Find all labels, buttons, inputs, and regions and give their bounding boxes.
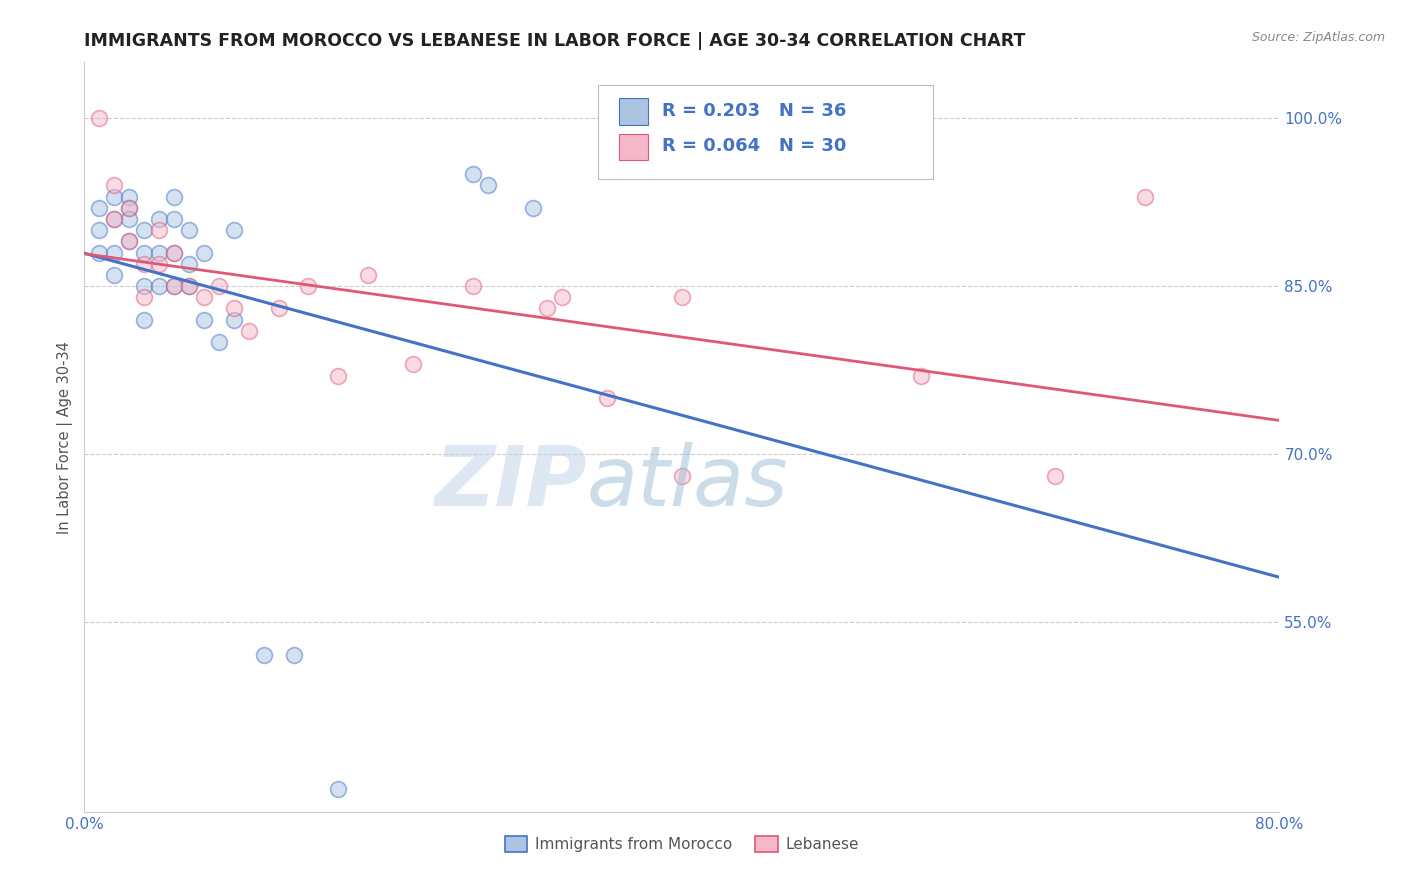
Point	[89, 223, 111, 237]
Point	[103, 268, 125, 282]
Point	[328, 368, 350, 383]
Point	[118, 201, 141, 215]
Point	[177, 279, 200, 293]
Point	[103, 212, 125, 227]
Point	[103, 178, 125, 193]
Point	[596, 391, 619, 405]
Point	[132, 312, 156, 326]
Point	[177, 223, 200, 237]
Point	[536, 301, 558, 316]
Point	[461, 279, 484, 293]
Point	[148, 245, 170, 260]
Point	[1133, 189, 1156, 203]
Point	[132, 223, 156, 237]
Point	[118, 212, 141, 227]
Point	[1045, 469, 1067, 483]
Point	[193, 245, 215, 260]
Point	[193, 312, 215, 326]
Legend: Immigrants from Morocco, Lebanese: Immigrants from Morocco, Lebanese	[498, 830, 866, 858]
Point	[163, 212, 186, 227]
Point	[148, 223, 170, 237]
Point	[222, 312, 245, 326]
Point	[357, 268, 380, 282]
Point	[238, 324, 260, 338]
Point	[148, 257, 170, 271]
Point	[163, 279, 186, 293]
Point	[163, 245, 186, 260]
Y-axis label: In Labor Force | Age 30-34: In Labor Force | Age 30-34	[58, 341, 73, 533]
Point	[132, 290, 156, 304]
Point	[222, 301, 245, 316]
Point	[163, 189, 186, 203]
Point	[132, 279, 156, 293]
Text: R = 0.064   N = 30: R = 0.064 N = 30	[662, 137, 846, 155]
Point	[671, 290, 693, 304]
Point	[89, 201, 111, 215]
Point	[177, 279, 200, 293]
Point	[461, 167, 484, 181]
Point	[89, 112, 111, 126]
Bar	[619, 134, 648, 160]
Point	[148, 279, 170, 293]
Point	[118, 189, 141, 203]
Point	[177, 257, 200, 271]
Text: Source: ZipAtlas.com: Source: ZipAtlas.com	[1251, 31, 1385, 45]
Point	[103, 189, 125, 203]
Point	[910, 368, 932, 383]
Point	[477, 178, 499, 193]
Point	[118, 201, 141, 215]
Point	[163, 279, 186, 293]
Point	[222, 223, 245, 237]
Text: ZIP: ZIP	[433, 442, 586, 523]
Point	[671, 469, 693, 483]
Point	[103, 212, 125, 227]
Point	[132, 245, 156, 260]
Point	[193, 290, 215, 304]
Point	[522, 201, 544, 215]
Point	[402, 358, 425, 372]
Point	[283, 648, 305, 662]
FancyBboxPatch shape	[599, 85, 934, 178]
Point	[208, 334, 231, 349]
Text: IMMIGRANTS FROM MOROCCO VS LEBANESE IN LABOR FORCE | AGE 30-34 CORRELATION CHART: IMMIGRANTS FROM MOROCCO VS LEBANESE IN L…	[84, 32, 1026, 50]
Point	[148, 212, 170, 227]
Point	[89, 245, 111, 260]
Bar	[619, 98, 648, 125]
Point	[118, 235, 141, 249]
Point	[163, 245, 186, 260]
Point	[297, 279, 319, 293]
Text: atlas: atlas	[586, 442, 787, 523]
Point	[328, 782, 350, 797]
Point	[132, 257, 156, 271]
Point	[267, 301, 290, 316]
Text: R = 0.203   N = 36: R = 0.203 N = 36	[662, 103, 846, 120]
Point	[551, 290, 574, 304]
Point	[118, 235, 141, 249]
Point	[208, 279, 231, 293]
Point	[103, 245, 125, 260]
Point	[253, 648, 276, 662]
